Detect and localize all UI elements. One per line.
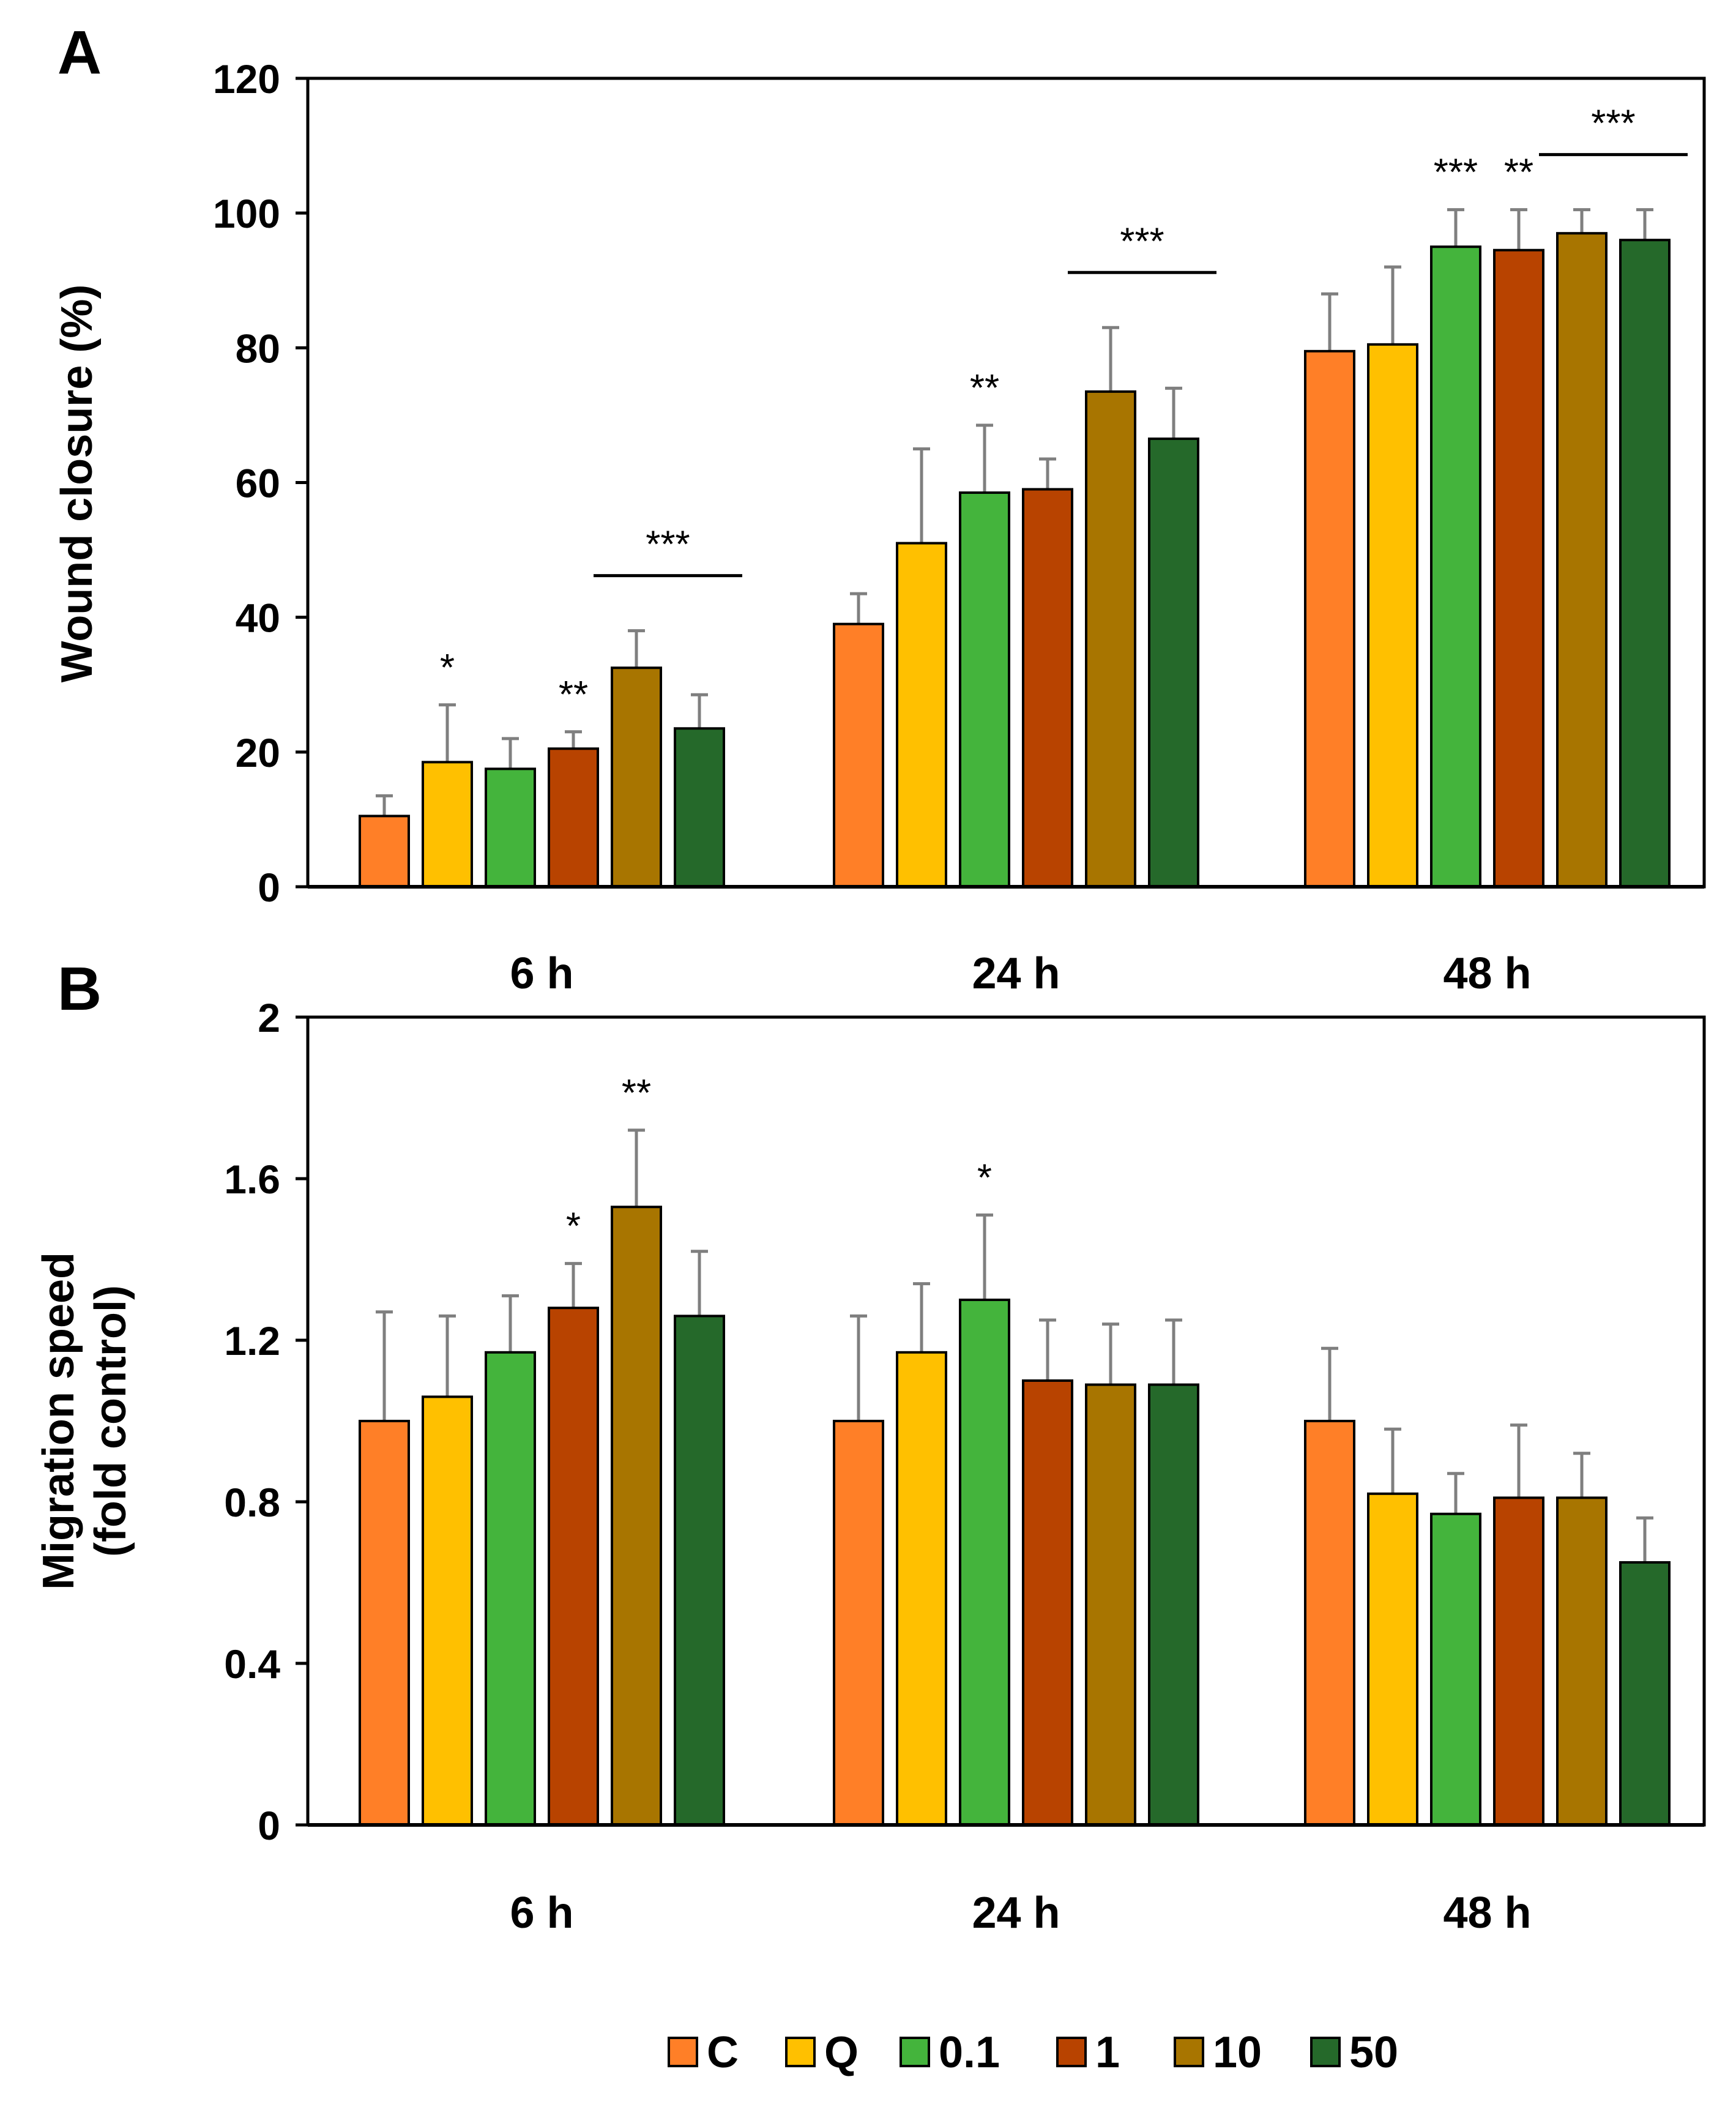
y-tick-label: 1.6 xyxy=(224,1157,280,1202)
significance-label: *** xyxy=(646,524,690,566)
bar-10-24h xyxy=(1085,1383,1136,1827)
significance-label: ** xyxy=(622,1072,651,1114)
bar-1-24h xyxy=(1022,1379,1073,1826)
legend-swatch-Q xyxy=(785,2037,816,2067)
y-axis-title-line: Migration speed xyxy=(34,1252,83,1590)
y-axis-title-line: (fold control) xyxy=(86,1285,135,1557)
bar-50-48h xyxy=(1619,1561,1671,1826)
bar-50-24h xyxy=(1148,1383,1199,1827)
bar-0.1-24h xyxy=(959,1299,1010,1826)
bar-10-24h xyxy=(1085,390,1136,888)
significance-label: *** xyxy=(1120,220,1164,263)
y-tick-label: 0.4 xyxy=(224,1641,280,1687)
category-label: 6 h xyxy=(510,1889,573,1938)
significance-label: * xyxy=(977,1157,992,1199)
panel-letter: B xyxy=(58,955,102,1023)
bar-Q-24h xyxy=(896,1351,947,1827)
bar-0.1-24h xyxy=(959,491,1010,888)
y-tick-label: 0.8 xyxy=(224,1480,280,1525)
panel-b: B 0 0.4 0.8 1.2 1.6 2 Migration speed (fold cont… xyxy=(34,955,1706,1938)
legend-label: 50 xyxy=(1349,2028,1398,2077)
bar-10-6h xyxy=(611,1206,662,1826)
legend-swatch-50 xyxy=(1310,2037,1341,2067)
y-tick-label: 60 xyxy=(236,461,280,506)
legend-label: 10 xyxy=(1213,2028,1262,2077)
bar-Q-48h xyxy=(1367,1492,1418,1827)
bar-C-6h xyxy=(359,1420,410,1826)
legend-label: 0.1 xyxy=(939,2028,1000,2077)
bar-C-6h xyxy=(359,815,410,888)
bar-1-24h xyxy=(1022,488,1073,888)
bar-Q-6h xyxy=(422,761,473,888)
legend-swatch-10 xyxy=(1174,2037,1204,2067)
bar-10-48h xyxy=(1556,232,1607,889)
bar-0.1-48h xyxy=(1430,245,1481,888)
y-tick-label: 80 xyxy=(236,326,280,371)
significance-label: ** xyxy=(1504,152,1533,194)
y-axis-title: Wound closure (%) xyxy=(53,285,102,683)
category-label: 6 h xyxy=(510,949,573,998)
bar-0.1-6h xyxy=(485,1351,536,1827)
bar-Q-6h xyxy=(422,1395,473,1826)
legend-swatch-C xyxy=(668,2037,698,2067)
y-tick-label: 20 xyxy=(236,730,280,775)
bar-50-48h xyxy=(1619,239,1671,889)
bar-0.1-6h xyxy=(485,767,536,888)
significance-label: * xyxy=(440,647,455,689)
bar-50-24h xyxy=(1148,437,1199,888)
y-tick-label: 0 xyxy=(258,865,280,910)
bar-10-6h xyxy=(611,666,662,888)
legend: C Q 0.1 1 10 50 xyxy=(668,2028,1398,2077)
y-tick-label: 0 xyxy=(258,1803,280,1848)
y-tick-label: 100 xyxy=(213,191,280,236)
bar-C-24h xyxy=(833,622,884,888)
y-tick-label: 40 xyxy=(236,595,280,641)
y-tick-label: 2 xyxy=(258,995,280,1040)
bar-10-48h xyxy=(1556,1496,1607,1826)
legend-label: Q xyxy=(824,2028,859,2077)
significance-label: *** xyxy=(1434,152,1478,194)
category-label: 24 h xyxy=(972,949,1060,998)
legend-label: 1 xyxy=(1095,2028,1120,2077)
legend-label: C xyxy=(707,2028,739,2077)
category-label: 48 h xyxy=(1443,1889,1531,1938)
bar-1-48h xyxy=(1493,1496,1544,1826)
significance-label: ** xyxy=(970,367,999,409)
bar-1-48h xyxy=(1493,248,1544,888)
y-tick-label: 120 xyxy=(213,56,280,102)
bar-C-24h xyxy=(833,1420,884,1826)
legend-swatch-0.1 xyxy=(900,2037,930,2067)
bar-1-6h xyxy=(548,1307,599,1826)
category-label: 24 h xyxy=(972,1889,1060,1938)
significance-label: *** xyxy=(1591,103,1635,145)
category-label: 48 h xyxy=(1443,949,1531,998)
bar-50-6h xyxy=(674,1315,725,1826)
bar-C-48h xyxy=(1304,1420,1355,1826)
legend-swatch-1 xyxy=(1056,2037,1087,2067)
panel-letter: A xyxy=(58,18,102,87)
significance-label: ** xyxy=(559,674,588,716)
bar-Q-48h xyxy=(1367,343,1418,888)
panel-a: A 0 20 40 60 80 100 120 Wound closure (%) 6 h 24 h… xyxy=(53,18,1706,998)
significance-label: * xyxy=(566,1206,581,1248)
bar-0.1-48h xyxy=(1430,1512,1481,1827)
bar-C-48h xyxy=(1304,349,1355,888)
bar-1-6h xyxy=(548,747,599,889)
y-tick-label: 1.2 xyxy=(224,1318,280,1363)
bar-Q-24h xyxy=(896,542,947,888)
bar-50-6h xyxy=(674,727,725,889)
